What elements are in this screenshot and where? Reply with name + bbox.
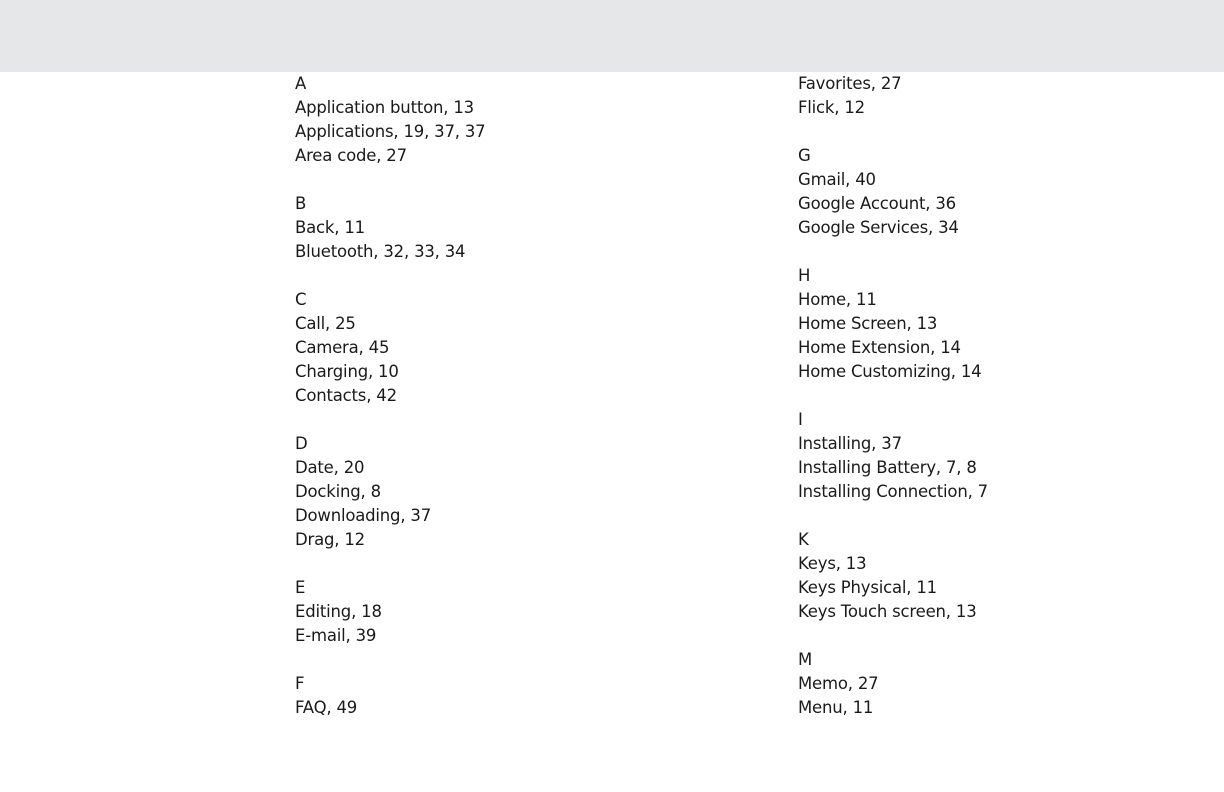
index-entry: Google Services, 34 <box>798 218 959 237</box>
index-letter-heading: A <box>295 74 307 93</box>
index-letter-heading: M <box>798 650 813 669</box>
index-entry: Camera, 45 <box>295 338 390 357</box>
index-group: D Date, 20 Docking, 8 Downloading, 37 Drag, … <box>295 432 485 552</box>
index-entry: Drag, 12 <box>295 530 365 549</box>
index-entry: Keys Physical, 11 <box>798 578 937 597</box>
index-group: Favorites, 27 Flick, 12 <box>798 72 988 120</box>
index-entry: Home Customizing, 14 <box>798 362 982 381</box>
index-group: E Editing, 18 E-mail, 39 <box>295 576 485 648</box>
index-entry: Charging, 10 <box>295 362 399 381</box>
index-group: B Back, 11 Bluetooth, 32, 33, 34 <box>295 192 485 264</box>
index-letter-heading: E <box>295 578 306 597</box>
index-entry: Bluetooth, 32, 33, 34 <box>295 242 466 261</box>
index-entry: Gmail, 40 <box>798 170 876 189</box>
index-entry: Installing Connection, 7 <box>798 482 988 501</box>
index-entry: Docking, 8 <box>295 482 381 501</box>
index-entry: Installing, 37 <box>798 434 902 453</box>
index-entry: Favorites, 27 <box>798 74 902 93</box>
index-group: F FAQ, 49 <box>295 672 485 720</box>
index-entry: Installing Battery, 7, 8 <box>798 458 977 477</box>
index-column-right: Favorites, 27 Flick, 12 G Gmail, 40 Google A… <box>798 72 988 744</box>
index-group: K Keys, 13 Keys Physical, 11 Keys Touch scr… <box>798 528 988 624</box>
index-entry: Back, 11 <box>295 218 365 237</box>
index-entry: Home Extension, 14 <box>798 338 961 357</box>
index-group: M Memo, 27 Menu, 11 <box>798 648 988 720</box>
index-entry: Google Account, 36 <box>798 194 956 213</box>
index-entry: Call, 25 <box>295 314 356 333</box>
index-entry: Home Screen, 13 <box>798 314 938 333</box>
index-entry: Menu, 11 <box>798 698 874 717</box>
index-entry: Keys, 13 <box>798 554 867 573</box>
index-entry: FAQ, 49 <box>295 698 358 717</box>
index-entry: Area code, 27 <box>295 146 407 165</box>
index-entry: Downloading, 37 <box>295 506 432 525</box>
index-letter-heading: F <box>295 674 305 693</box>
index-entry: Home, 11 <box>798 290 877 309</box>
index-letter-heading: G <box>798 146 811 165</box>
index-group: A Application button, 13 Applications, 19,… <box>295 72 486 168</box>
index-letter-heading: K <box>798 530 809 549</box>
index-entry: E-mail, 39 <box>295 626 377 645</box>
index-entry: Application button, 13 <box>295 98 474 117</box>
index-letter-heading: D <box>295 434 308 453</box>
index-entry: Flick, 12 <box>798 98 865 117</box>
index-group: C Call, 25 Camera, 45 Charging, 10 Contacts,… <box>295 288 485 408</box>
index-entry: Contacts, 42 <box>295 386 397 405</box>
index-entry: Keys Touch screen, 13 <box>798 602 977 621</box>
index-letter-heading: C <box>295 290 307 309</box>
index-letter-heading: H <box>798 266 811 285</box>
index-column-left: A Application button, 13 Applications, 19,… <box>295 72 486 744</box>
index-entry: Memo, 27 <box>798 674 879 693</box>
index-letter-heading: B <box>295 194 307 213</box>
index-entry: Applications, 19, 37, 37 <box>295 122 486 141</box>
viewer-toolbar <box>0 0 1224 72</box>
index-group: H Home, 11 Home Screen, 13 Home Extension, … <box>798 264 988 384</box>
index-entry: Editing, 18 <box>295 602 382 621</box>
index-letter-heading: I <box>798 410 803 429</box>
index-entry: Date, 20 <box>295 458 365 477</box>
index-group: G Gmail, 40 Google Account, 36 Google Servi… <box>798 144 988 240</box>
index-group: I Installing, 37 Installing Battery, 7, 8 I… <box>798 408 988 504</box>
